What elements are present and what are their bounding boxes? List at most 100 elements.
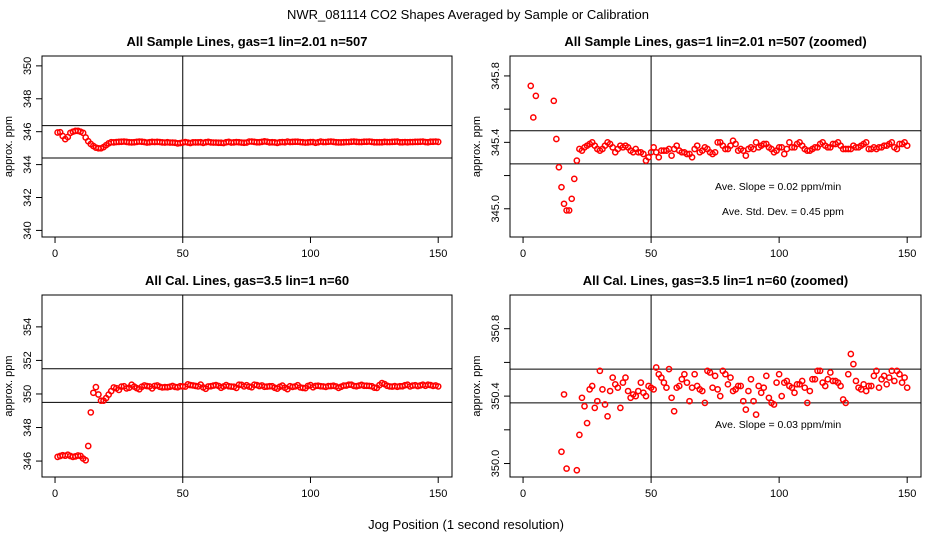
data-point (747, 375, 755, 383)
data-point (791, 389, 798, 397)
y-tick-label: 346 (22, 452, 34, 470)
y-tick-label: 350.0 (490, 450, 502, 478)
data-point (742, 152, 750, 159)
data-point (737, 382, 745, 390)
data-point (870, 372, 878, 380)
y-tick-label: 354 (22, 318, 34, 336)
plot-frame (41, 55, 453, 238)
x-tick-label: 0 (520, 488, 526, 500)
data-point (688, 153, 696, 161)
data-point (788, 384, 796, 392)
data-point (752, 411, 760, 418)
x-tick-label: 0 (520, 248, 526, 260)
x-tick-label: 50 (177, 488, 189, 500)
data-point (734, 382, 742, 390)
data-point (903, 142, 911, 150)
data-point (570, 175, 578, 183)
data-point (642, 392, 650, 400)
data-point (862, 138, 870, 146)
annotation: Ave. Std. Dev. = 0.45 ppm (722, 206, 844, 218)
data-point (873, 367, 880, 375)
panel-3: All Cal. Lines, gas=3.5 lin=1 n=60 0 50 100… (3, 273, 453, 500)
data-point (614, 384, 622, 392)
data-point (844, 145, 852, 153)
data-point (875, 384, 883, 392)
y-tick-label: 348 (22, 90, 34, 108)
data-point (891, 377, 898, 385)
data-point (826, 369, 834, 376)
data-point (640, 150, 647, 158)
data-point (814, 367, 821, 375)
y-tick-label: 348 (22, 418, 34, 436)
data-point (783, 377, 791, 385)
data-point (706, 369, 714, 376)
data-point (693, 142, 701, 150)
figure-title: NWR_081114 CO2 Shapes Averaged by Sample… (287, 7, 649, 22)
data-point (82, 456, 90, 464)
data-point (809, 375, 816, 383)
data-point (752, 138, 760, 146)
panel-2: All Sample Lines, gas=1 lin=2.01 n=507 (… (471, 34, 922, 260)
data-point (532, 92, 540, 100)
y-axis-label: approx. ppm (471, 355, 483, 416)
data-point (732, 140, 739, 148)
y-tick-label: 340 (22, 221, 34, 239)
plot-frame (509, 294, 922, 478)
data-point (811, 143, 819, 151)
data-point (842, 399, 850, 407)
annotation: Ave. Slope = 0.02 ppm/min (715, 181, 841, 193)
data-point (750, 397, 757, 405)
y-tick-label: 352 (22, 351, 34, 369)
data-point (609, 374, 617, 381)
data-points (558, 350, 911, 474)
data-point (563, 207, 570, 214)
data-point (865, 382, 873, 390)
data-point (657, 374, 665, 381)
data-point (604, 412, 611, 420)
data-point (711, 148, 719, 156)
data-point (637, 379, 645, 386)
x-tick-label: 150 (429, 248, 447, 260)
data-point (745, 387, 752, 395)
data-point (683, 379, 691, 386)
data-point (775, 370, 783, 378)
y-tick-label: 346 (22, 123, 34, 141)
data-point (686, 397, 693, 405)
data-point (716, 392, 724, 400)
data-point (565, 207, 573, 214)
data-point (844, 370, 852, 378)
data-point (645, 153, 652, 161)
data-point (885, 374, 893, 381)
x-axis-label: Jog Position (1 second resolution) (368, 517, 564, 532)
data-point (568, 195, 576, 203)
data-point (563, 465, 570, 472)
data-point (558, 448, 565, 456)
y-tick-label: 350 (22, 385, 34, 403)
data-point (793, 380, 801, 388)
data-point (596, 367, 604, 375)
data-point (624, 387, 632, 395)
data-point (673, 142, 681, 150)
data-point (593, 397, 601, 405)
data-point (560, 391, 568, 398)
data-point (617, 404, 624, 412)
y-tick-label: 350.4 (490, 382, 502, 410)
data-point (901, 374, 908, 381)
panel-4: All Cal. Lines, gas=3.5 lin=1 n=60 (zoom… (471, 273, 922, 500)
data-point (824, 143, 832, 151)
data-point (591, 404, 599, 412)
data-point (622, 374, 629, 381)
data-point (527, 82, 535, 90)
data-point (660, 379, 668, 386)
data-point (84, 442, 92, 450)
data-point (893, 145, 901, 153)
data-point (87, 409, 95, 416)
y-axis-label: approx. ppm (3, 355, 15, 416)
data-points (54, 127, 442, 152)
data-point (837, 382, 844, 390)
x-tick-label: 150 (898, 488, 916, 500)
data-point (143, 382, 151, 390)
data-point (650, 386, 658, 393)
data-point (663, 384, 670, 392)
data-point (632, 392, 640, 400)
